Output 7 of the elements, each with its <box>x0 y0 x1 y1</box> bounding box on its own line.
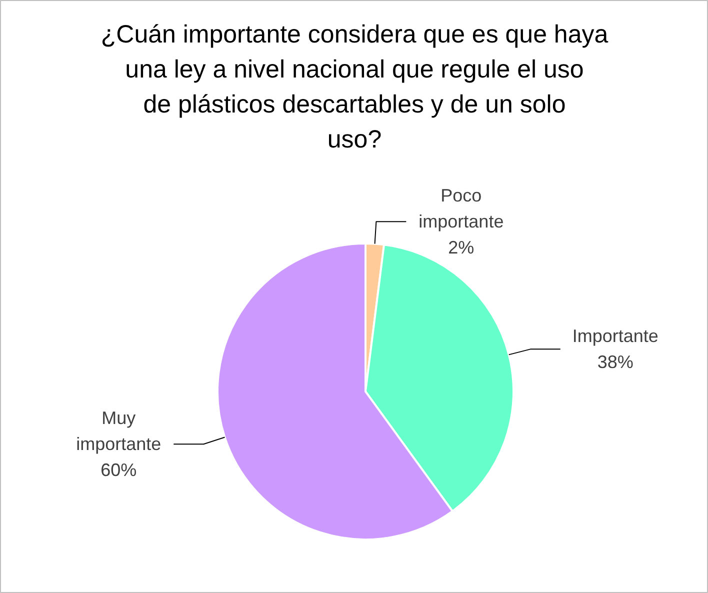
slice-label: Importante <box>572 326 658 346</box>
slice-label: Muy importante <box>76 408 162 454</box>
slice-label: Poco importante <box>418 186 504 232</box>
chart-title: ¿Cuán importante considera que es que haya una ley a nivel nacional que regule el uso de plásticos descartables y de un solo uso? <box>100 20 608 154</box>
data-label: 60% <box>100 460 137 480</box>
data-label: 38% <box>597 352 634 372</box>
data-label: 2% <box>448 238 474 258</box>
